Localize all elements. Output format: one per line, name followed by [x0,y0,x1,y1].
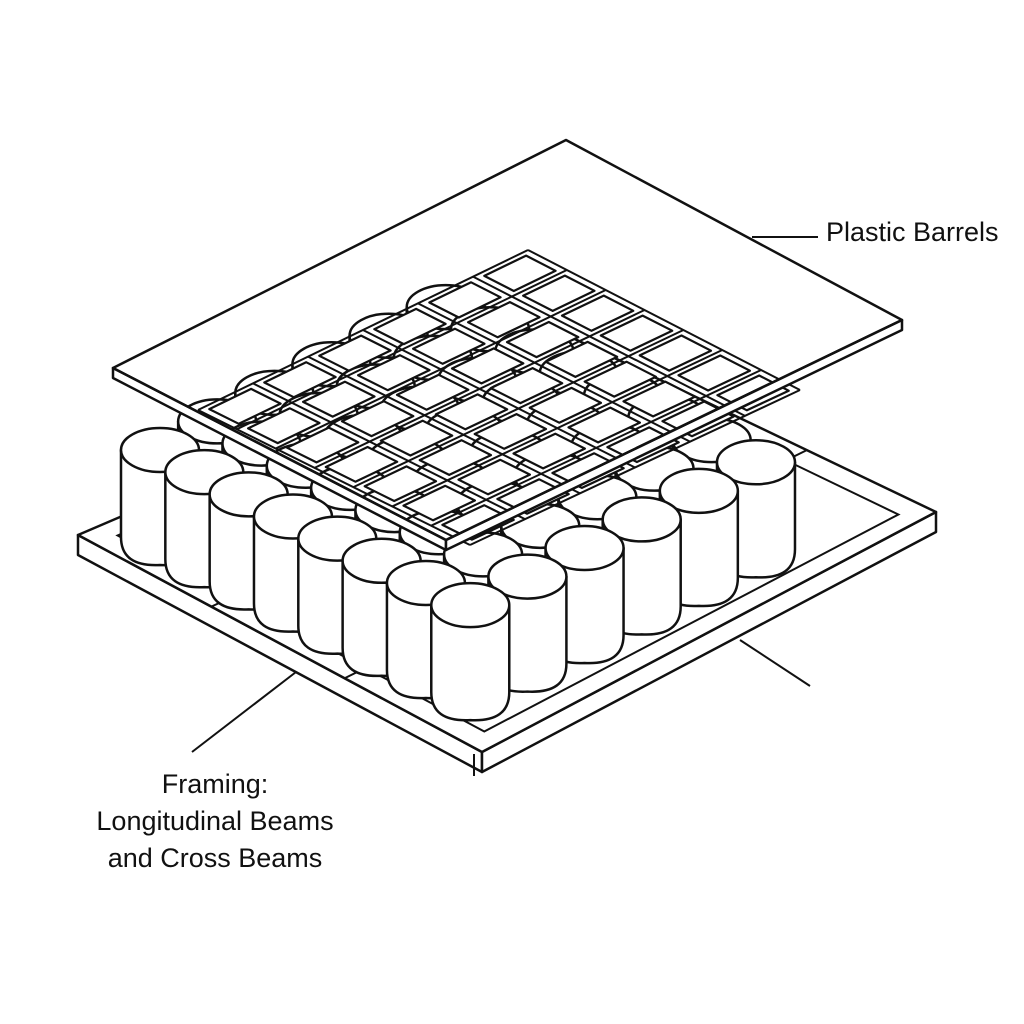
deck-cell [285,426,360,464]
deck-slat [527,249,801,391]
deck-cell [512,432,587,470]
deck-slat [362,329,636,469]
deck-cell [560,294,635,332]
deck-cell [263,361,337,399]
framing-leader-line [191,671,297,753]
plate-top-face [111,138,904,542]
deck-slat [252,382,526,521]
deck-cell [434,393,509,431]
deck-cell [395,373,470,411]
framing-label-line-2: Longitudinal Beams [96,806,334,836]
deck-cell [599,314,674,352]
deck-cell [489,367,564,405]
deck-cell [357,354,431,392]
top-plate [111,138,904,552]
deck-cell [450,347,525,385]
deck-cell [677,354,752,392]
barrel-top [715,439,797,486]
deck-cell [340,400,415,438]
deck-cell [457,458,532,496]
deck-cell [567,406,642,444]
barrel-top [544,524,625,572]
barrel-top [601,496,682,543]
cross-beam-leader-line [739,639,811,687]
deck-cell [402,484,476,522]
deck-cell [638,334,713,372]
deck-cell [544,340,619,378]
deck-cell [412,327,486,365]
deck-slat [307,355,581,495]
deck-cell [373,307,447,346]
deck-slat [197,409,471,546]
plastic-barrels-label: Plastic Barrels [826,217,999,247]
deck-cell [505,320,580,359]
deck-cell [247,407,321,445]
deck-cell [324,445,399,483]
deck-cell [583,360,658,398]
deck-cell [521,274,596,312]
deck-cell [528,386,603,424]
deck-cell [379,419,454,457]
deck-slat [472,275,746,417]
deck-cell [428,281,502,319]
deck-cell [318,334,392,372]
barrel-top [430,581,511,629]
deck-cell [363,465,438,503]
deck-slat [417,302,691,443]
framing-label-line-3: and Cross Beams [107,843,323,873]
framing-label-line-1: Framing: [161,769,269,799]
deck-cell [208,387,282,425]
deck-cell [473,413,548,450]
deck-cell [418,439,493,476]
barrel-top [658,467,740,515]
deck-cell [467,301,541,339]
deck-cell [622,380,697,418]
deck-cell [302,380,376,418]
barrel-top [487,553,568,600]
framing-label: Framing: Longitudinal Beams and Cross Be… [60,766,370,877]
plastic-barrel [430,581,511,722]
deck-cell [483,254,557,293]
barrel-body [430,603,511,722]
leader-lines [191,236,818,753]
